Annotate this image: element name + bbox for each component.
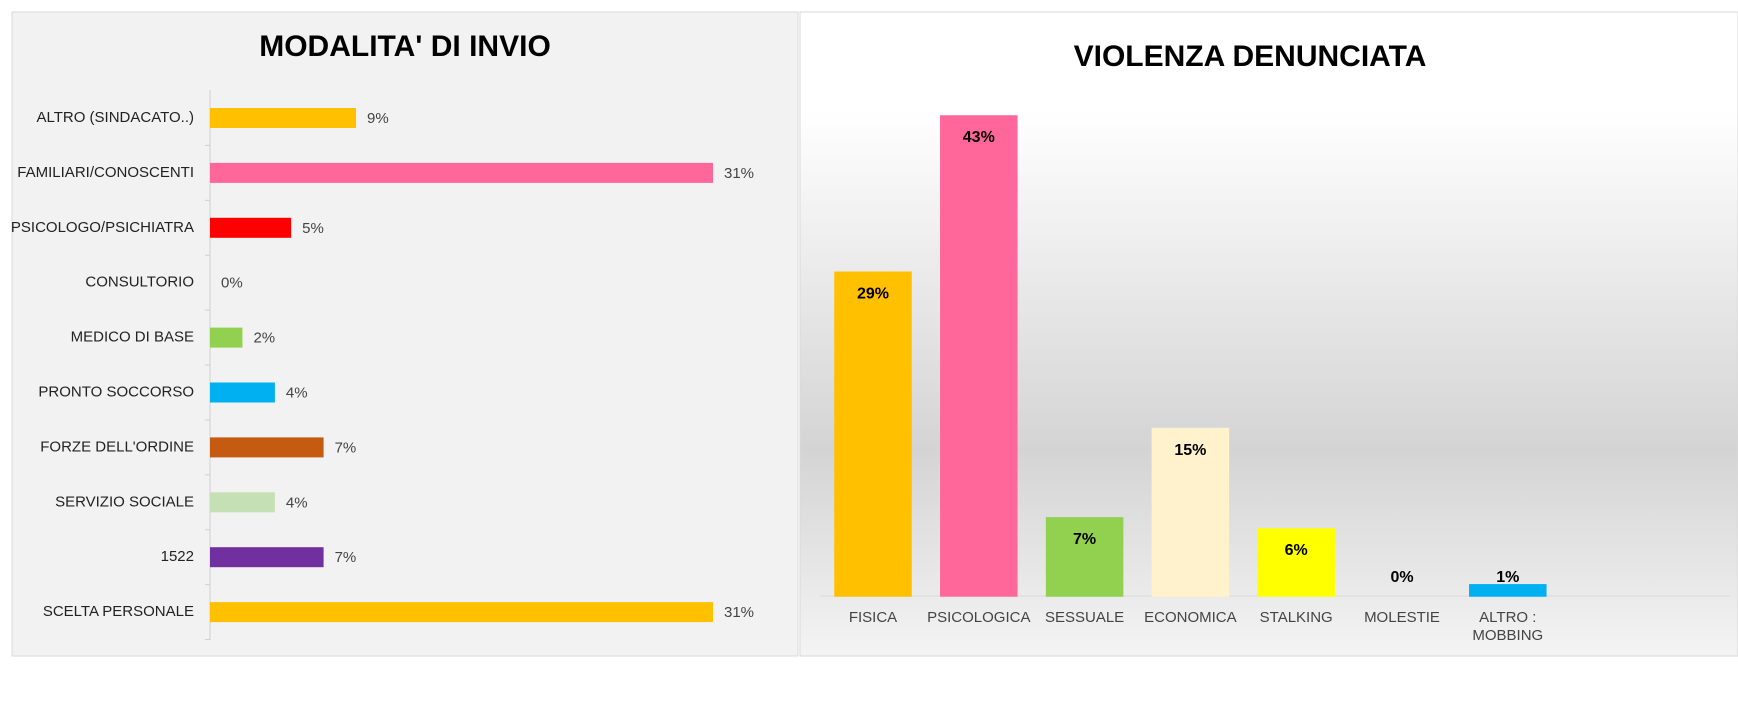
bar <box>210 217 292 238</box>
category-label: ALTRO : MOBBING <box>1472 609 1544 644</box>
value-label: 15% <box>1174 442 1206 459</box>
category-label: ALTRO (SINDACATO..) <box>36 109 194 126</box>
value-label: 0% <box>221 275 243 292</box>
category-label-box: MOLESTIE <box>1364 609 1440 626</box>
bar <box>210 492 275 513</box>
category-label: STALKING <box>1259 609 1333 626</box>
category-label: FAMILIARI/CONOSCENTI <box>17 164 194 181</box>
bar <box>834 271 912 597</box>
value-label: 29% <box>857 285 889 302</box>
value-label: 31% <box>724 604 754 621</box>
category-label: SESSUALE <box>1044 609 1125 626</box>
category-label-box: ALTRO : MOBBING <box>1472 609 1544 644</box>
category-label: ECONOMICA <box>1144 609 1237 626</box>
value-label: 6% <box>1285 542 1308 559</box>
value-label: 2% <box>253 330 275 347</box>
value-label: 4% <box>286 494 308 511</box>
bar <box>210 162 713 183</box>
bar <box>210 437 324 458</box>
value-label: 9% <box>367 110 389 127</box>
category-label: MEDICO DI BASE <box>71 329 194 346</box>
category-label-box: SESSUALE <box>1044 609 1125 626</box>
chart-title: VIOLENZA DENUNCIATA <box>1074 40 1427 73</box>
left-panel <box>11 11 799 657</box>
category-label: 1522 <box>161 548 194 565</box>
category-label-box: ECONOMICA <box>1144 609 1237 626</box>
bar <box>1469 584 1547 597</box>
value-label: 5% <box>302 220 324 237</box>
value-label: 0% <box>1390 569 1413 586</box>
category-label: PSICOLOGO/PSICHIATRA <box>11 219 194 236</box>
category-label: FORZE DELL'ORDINE <box>40 438 194 455</box>
value-label: 7% <box>335 549 357 566</box>
category-label: CONSULTORIO <box>85 274 194 291</box>
category-label: SCELTA PERSONALE <box>43 603 194 620</box>
value-label: 7% <box>1073 531 1096 548</box>
category-label: PSICOLOGICA <box>927 609 1031 626</box>
bar <box>1151 427 1230 597</box>
value-label: 4% <box>286 384 308 401</box>
chart-title: MODALITA' DI INVIO <box>259 30 551 63</box>
bar <box>210 602 713 623</box>
category-label: FISICA <box>848 609 898 626</box>
category-label-box: FISICA <box>848 609 898 626</box>
category-label: MOLESTIE <box>1364 609 1440 626</box>
bar <box>1257 528 1335 597</box>
value-label: 31% <box>724 165 754 182</box>
value-label: 1% <box>1496 569 1519 586</box>
category-label-box: STALKING <box>1259 609 1333 626</box>
value-label: 43% <box>963 129 995 146</box>
category-label: PRONTO SOCCORSO <box>38 383 194 400</box>
category-label: SERVIZIO SOCIALE <box>55 493 194 510</box>
bar <box>1045 517 1124 597</box>
bar <box>210 108 357 128</box>
category-label-box: PSICOLOGICA <box>927 609 1031 626</box>
bar <box>210 327 243 348</box>
value-label: 7% <box>335 439 357 456</box>
bar <box>940 115 1018 597</box>
bar <box>210 382 275 403</box>
bar <box>210 547 324 568</box>
